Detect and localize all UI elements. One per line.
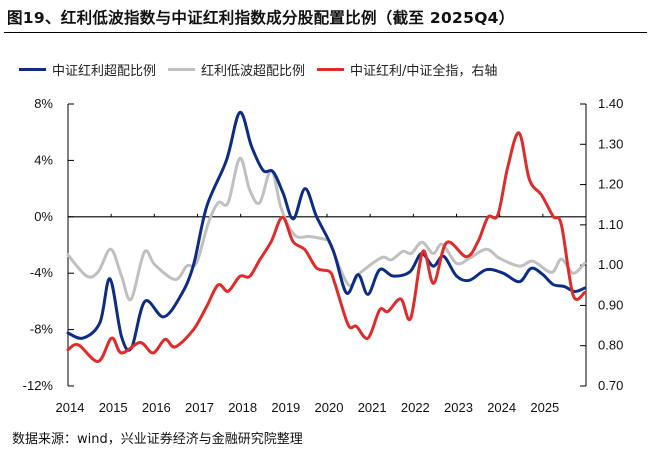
right-tick-label: 0.80 — [598, 338, 623, 353]
source-note: 数据来源：wind，兴业证券经济与金融研究院整理 — [12, 432, 303, 447]
right-tick-label: 1.10 — [598, 217, 623, 232]
right-tick-label: 1.00 — [598, 257, 623, 272]
right-tick-label: 0.90 — [598, 297, 623, 312]
legend-swatch-0 — [19, 68, 46, 71]
right-tick-label: 1.20 — [598, 177, 623, 192]
left-tick-label: -8% — [30, 322, 54, 337]
title-divider — [4, 32, 647, 33]
legend-item-0: 中证红利超配比例 — [19, 60, 156, 79]
legend-label-2: 中证红利/中证全指，右轴 — [350, 64, 498, 79]
x-tick-label: 2016 — [142, 400, 171, 415]
chart-title: 图19、红利低波指数与中证红利指数成分股配置比例（截至 2025Q4） — [7, 9, 515, 27]
x-tick-label: 2017 — [185, 400, 214, 415]
x-tick-label: 2023 — [444, 400, 473, 415]
x-tick-label: 2022 — [401, 400, 430, 415]
x-tick-label: 2020 — [315, 400, 344, 415]
right-tick-label: 0.70 — [598, 378, 623, 393]
legend-swatch-2 — [317, 68, 345, 71]
legend-swatch-1 — [168, 68, 196, 71]
x-tick-label: 2014 — [56, 400, 85, 415]
x-tick-label: 2021 — [358, 400, 387, 415]
right-tick-label: 1.40 — [598, 96, 623, 111]
left-tick-label: 4% — [34, 152, 53, 167]
series-line-2 — [66, 131, 587, 363]
legend-item-1: 红利低波超配比例 — [168, 60, 305, 79]
legend-label-0: 中证红利超配比例 — [52, 64, 157, 79]
x-tick-label: 2018 — [228, 400, 257, 415]
x-tick-label: 2024 — [487, 400, 516, 415]
right-tick-label: 1.30 — [598, 136, 623, 151]
left-tick-label: 8% — [34, 96, 53, 111]
x-tick-label: 2025 — [530, 400, 559, 415]
x-tick-label: 2015 — [99, 400, 128, 415]
series-line-0 — [66, 110, 587, 352]
series-line-1 — [66, 156, 587, 302]
left-tick-label: -12% — [23, 378, 54, 393]
left-tick-label: -4% — [30, 265, 54, 280]
legend-item-2: 中证红利/中证全指，右轴 — [317, 60, 497, 79]
x-tick-label: 2019 — [271, 400, 300, 415]
left-tick-label: 0% — [34, 209, 53, 224]
legend-label-1: 红利低波超配比例 — [201, 64, 306, 79]
legend: 中证红利超配比例 红利低波超配比例 中证红利/中证全指，右轴 — [19, 60, 497, 79]
